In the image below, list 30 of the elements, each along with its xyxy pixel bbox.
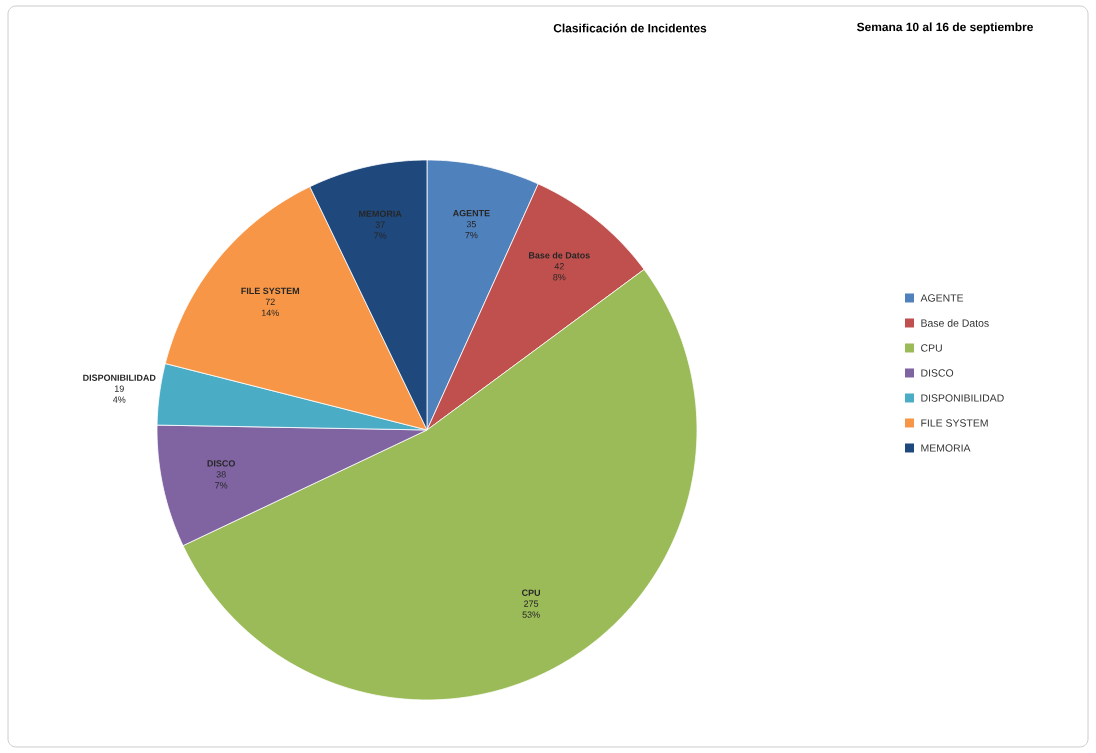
legend-label: DISCO xyxy=(921,369,954,377)
text: 7% xyxy=(215,482,228,489)
data-label: 42 xyxy=(554,263,564,270)
data-label: 275 xyxy=(524,600,539,607)
slice-label: DISCO xyxy=(207,460,235,467)
data-label: 72 xyxy=(265,298,275,305)
data-label: 38 xyxy=(216,471,226,478)
slice-label: AGENTE xyxy=(452,209,490,217)
slice-label: CPU xyxy=(521,589,540,596)
text: 7% xyxy=(465,231,478,239)
slice-label: MEMORIA xyxy=(359,210,402,217)
slice-label: DISPONIBILIDAD xyxy=(83,374,156,381)
text: 7% xyxy=(374,232,387,239)
text: 8% xyxy=(553,274,566,281)
legend-label: Base de Datos xyxy=(921,319,989,327)
text: 4% xyxy=(112,396,126,403)
legend-label: FILE SYSTEM xyxy=(921,419,988,427)
legend-label: AGENTE xyxy=(920,294,964,302)
text: 14% xyxy=(261,309,279,316)
data-label: 19 xyxy=(114,385,124,392)
slice-label: Base de Datos xyxy=(529,251,590,259)
legend-label: DISPONIBILIDAD xyxy=(921,394,1004,402)
data-label: 35 xyxy=(466,220,476,228)
data-label: 37 xyxy=(375,221,385,228)
chart-subtitle: Semana 10 al 16 de septiembre xyxy=(856,22,1033,34)
slice-label: FILE SYSTEM xyxy=(241,287,300,295)
legend-label: CPU xyxy=(921,344,942,352)
text: 53% xyxy=(522,611,540,618)
legend-label: MEMORIA xyxy=(921,444,971,452)
chart-title: Clasificación de Incidentes xyxy=(553,23,707,33)
